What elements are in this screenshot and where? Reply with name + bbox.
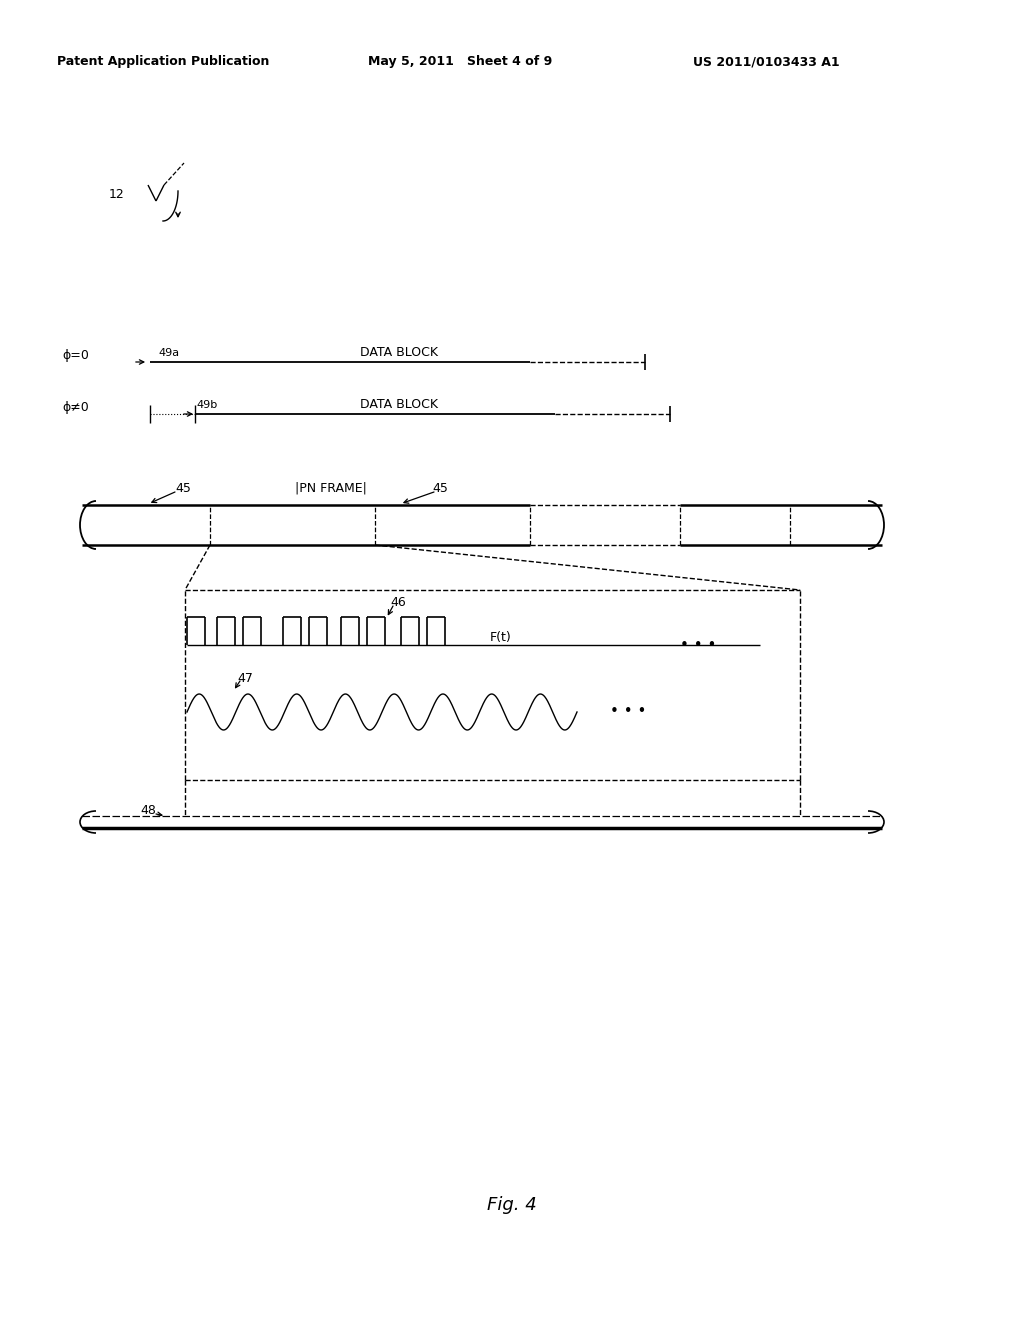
Text: • • •: • • •: [610, 705, 646, 719]
Text: F(t): F(t): [490, 631, 512, 644]
Text: 45: 45: [432, 482, 447, 495]
Text: 49b: 49b: [196, 400, 217, 411]
Text: ϕ≠0: ϕ≠0: [62, 401, 89, 414]
Text: Fig. 4: Fig. 4: [487, 1196, 537, 1214]
Text: 45: 45: [175, 482, 190, 495]
Text: • • •: • • •: [680, 638, 717, 652]
Text: |PN FRAME|: |PN FRAME|: [295, 482, 367, 495]
Text: 12: 12: [109, 189, 125, 202]
Text: US 2011/0103433 A1: US 2011/0103433 A1: [693, 55, 840, 69]
Text: Patent Application Publication: Patent Application Publication: [57, 55, 269, 69]
Text: ϕ=0: ϕ=0: [62, 350, 89, 363]
Text: 47: 47: [237, 672, 253, 685]
Text: 46: 46: [390, 595, 406, 609]
Text: DATA BLOCK: DATA BLOCK: [360, 399, 438, 412]
Text: May 5, 2011   Sheet 4 of 9: May 5, 2011 Sheet 4 of 9: [368, 55, 552, 69]
Text: DATA BLOCK: DATA BLOCK: [360, 346, 438, 359]
Text: 48: 48: [140, 804, 156, 817]
Text: 49a: 49a: [158, 348, 179, 358]
